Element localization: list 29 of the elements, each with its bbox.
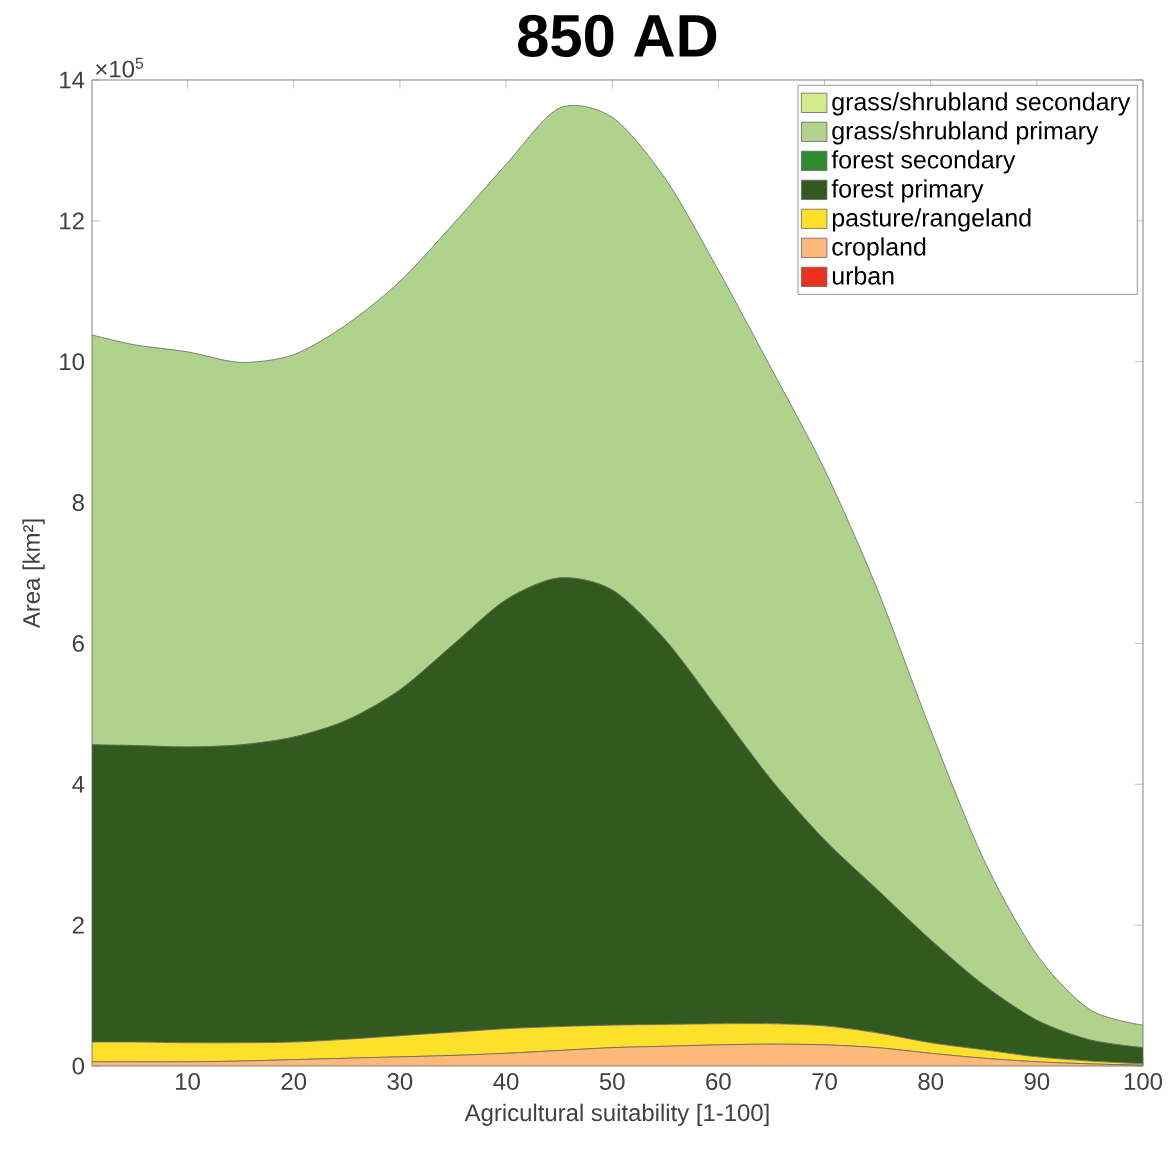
x-tick-label: 70 (812, 1073, 837, 1090)
y-tick-label: 2 (72, 916, 84, 934)
y-axis-title: Area [km²] (22, 519, 45, 629)
y-tick-label: 14 (60, 71, 85, 89)
legend-label: grass/shrubland secondary (832, 92, 1131, 116)
y-tick-label: 0 (72, 1057, 85, 1075)
x-tick-label: 40 (493, 1073, 519, 1090)
legend-label: pasture/rangeland (832, 208, 1031, 232)
x-tick-label: 100 (1124, 1073, 1163, 1090)
chart-title: 850 AD (518, 14, 717, 58)
x-tick-label: 60 (706, 1073, 731, 1090)
y-tick-label: 4 (72, 776, 85, 793)
y-tick-label: 10 (60, 353, 85, 371)
legend-label: forest secondary (831, 150, 1016, 174)
x-tick-label: 90 (1024, 1073, 1050, 1090)
text: ×10$^{5}$ (96, 57, 144, 78)
x-tick-label: 50 (599, 1073, 625, 1090)
legend-label: grass/shrubland primary (832, 121, 1099, 145)
y-tick-label: 12 (60, 212, 84, 230)
x-tick-label: 10 (176, 1073, 200, 1090)
x-tick-label: 30 (387, 1073, 413, 1090)
y-tick-label: 8 (72, 494, 84, 512)
x-axis-title: Agricultural suitability [1-100] (464, 1103, 769, 1126)
x-tick-label: 80 (918, 1073, 944, 1090)
legend-label: urban (832, 266, 894, 285)
x-tick-label: 20 (281, 1073, 307, 1090)
y-tick-label: 6 (72, 634, 84, 652)
legend-label: forest primary (831, 179, 984, 203)
legend-label: cropland (832, 237, 926, 261)
